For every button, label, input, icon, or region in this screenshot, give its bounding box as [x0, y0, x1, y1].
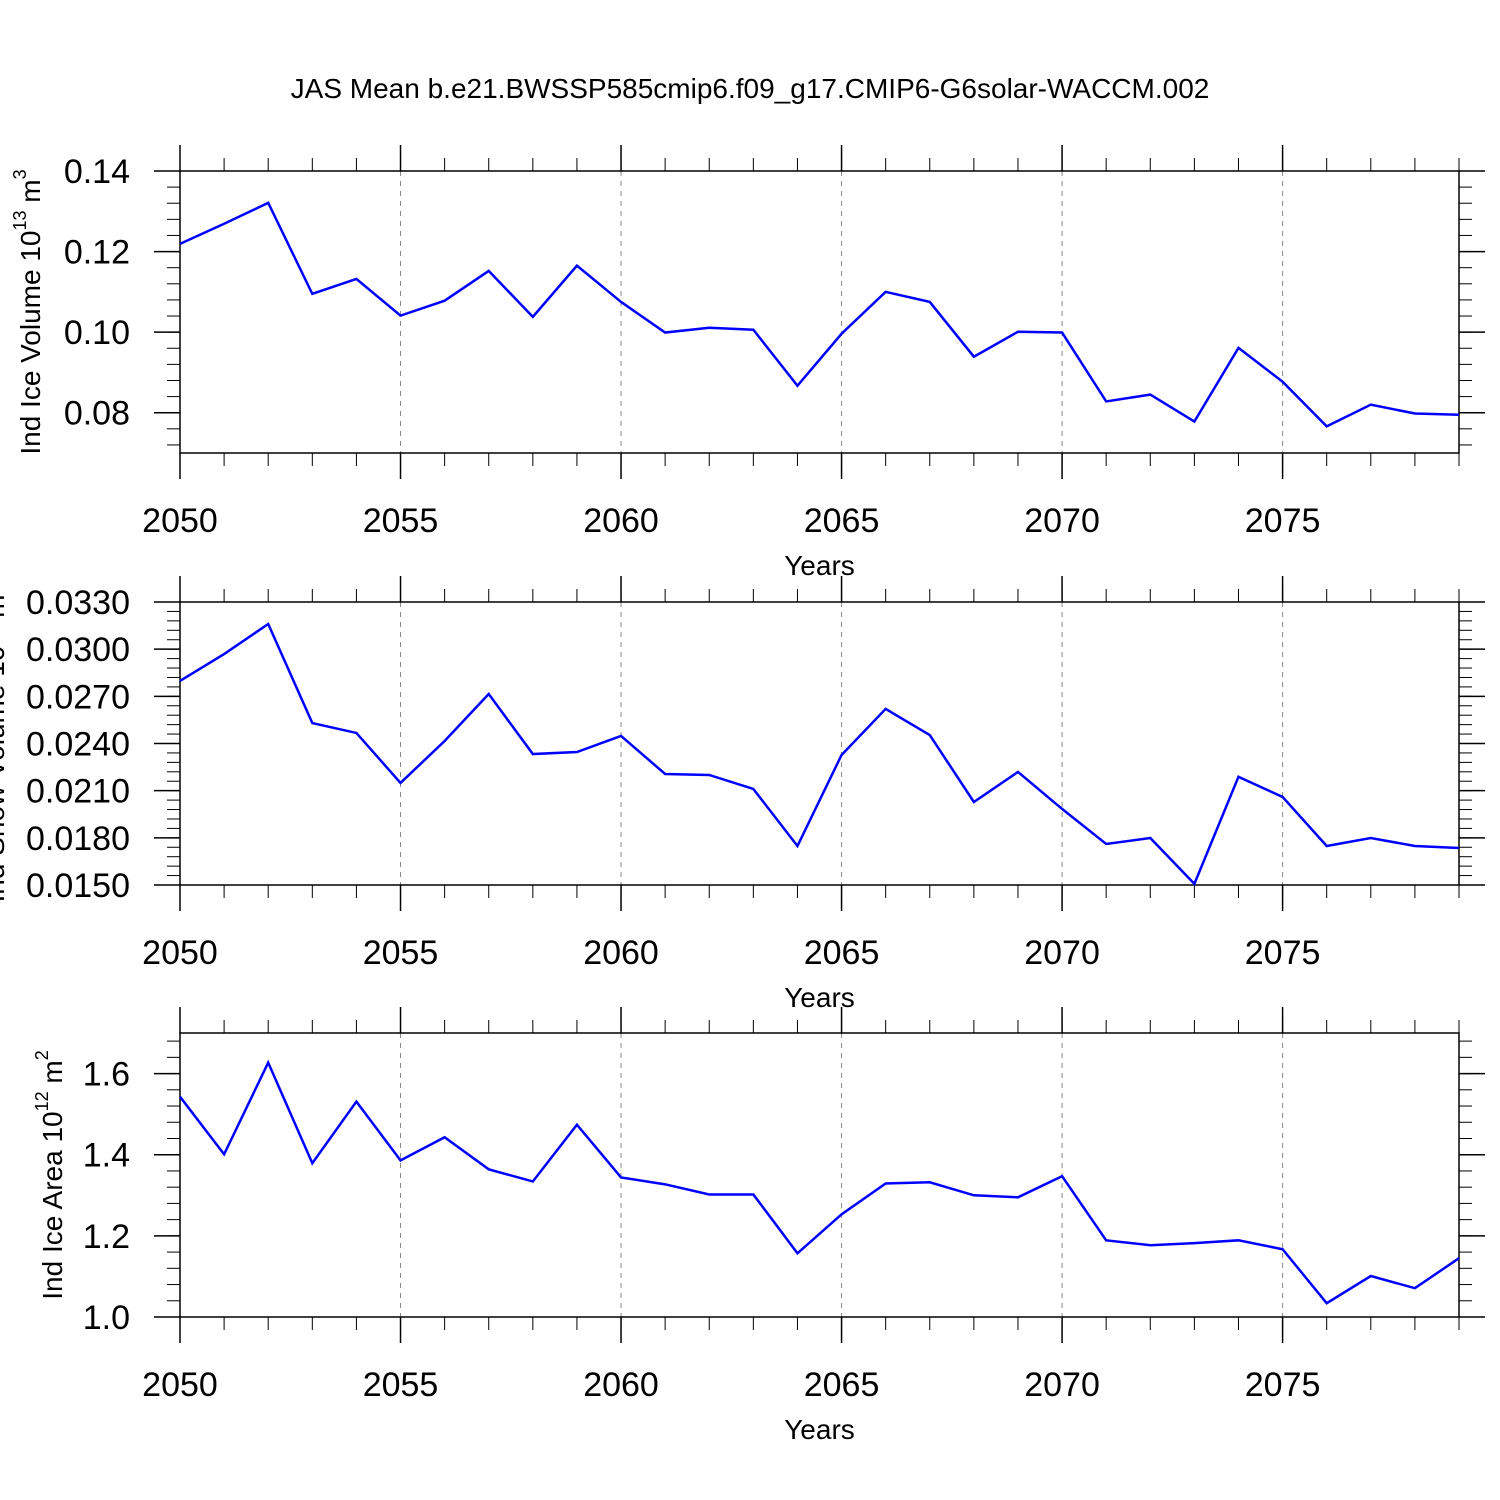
y-tick-label: 0.10: [64, 314, 130, 352]
x-tick-label: 2050: [142, 1366, 218, 1404]
x-tick-label: 2075: [1245, 1366, 1321, 1404]
plot-frame: [179, 601, 1460, 886]
y-tick-label: 0.0240: [26, 726, 130, 764]
y-tick-label: 1.4: [83, 1137, 130, 1175]
y-tick-label: 0.0270: [26, 678, 130, 716]
y-tick-label: 1.6: [83, 1056, 130, 1094]
data-line: [179, 201, 1460, 428]
y-axis-title-exponent: 2: [32, 1050, 52, 1060]
x-tick-label: 2050: [142, 934, 218, 972]
x-tick-label: 2070: [1024, 934, 1100, 972]
data-line: [179, 622, 1460, 887]
x-tick-label: 2060: [583, 1366, 659, 1404]
y-axis-title: Ind Ice Volume 1013 m3: [10, 169, 47, 454]
chart-title: JAS Mean b.e21.BWSSP585cmip6.f09_g17.CMI…: [291, 73, 1210, 104]
y-axis-title-part: Ind Ice Volume 10: [15, 231, 46, 455]
x-tick-label: 2055: [363, 502, 439, 540]
data-line: [179, 1059, 1460, 1305]
y-axis-title: Ind Snow Volume 1013 m3: [0, 585, 10, 903]
y-tick-label: 1.0: [83, 1299, 130, 1337]
x-tick-label: 2070: [1024, 502, 1100, 540]
y-axis-title-part: m: [0, 595, 10, 626]
x-axis-title: Years: [784, 550, 855, 581]
x-tick-label: 2065: [804, 502, 880, 540]
y-tick-label: 0.08: [64, 395, 130, 433]
y-tick-label: 0.0210: [26, 773, 130, 811]
x-tick-label: 2075: [1245, 934, 1321, 972]
y-axis-title-exponent: 13: [10, 210, 30, 230]
x-tick-label: 2070: [1024, 1366, 1100, 1404]
x-axis-title: Years: [784, 982, 855, 1013]
x-tick-label: 2055: [363, 1366, 439, 1404]
x-tick-label: 2065: [804, 1366, 880, 1404]
x-tick-label: 2050: [142, 502, 218, 540]
y-axis-title-exponent: 12: [32, 1091, 52, 1111]
x-tick-label: 2060: [583, 502, 659, 540]
y-axis-title: Ind Ice Area 1012 m2: [32, 1050, 69, 1300]
x-tick-label: 2055: [363, 934, 439, 972]
y-axis-title-part: Ind Snow Volume 10: [0, 646, 10, 903]
plot-frame: [179, 1032, 1460, 1318]
y-axis-title-part: m: [37, 1060, 68, 1091]
y-tick-label: 0.0150: [26, 867, 130, 905]
y-tick-label: 0.0300: [26, 631, 130, 669]
y-tick-label: 0.0180: [26, 820, 130, 858]
x-tick-label: 2065: [804, 934, 880, 972]
x-tick-label: 2075: [1245, 502, 1321, 540]
y-axis-title-exponent: 3: [10, 169, 30, 179]
plot-frame: [179, 170, 1460, 454]
y-axis-title-part: Ind Ice Area 10: [37, 1111, 68, 1299]
x-tick-label: 2060: [583, 934, 659, 972]
y-axis-title-part: m: [15, 179, 46, 210]
y-tick-label: 1.2: [83, 1218, 130, 1256]
y-tick-label: 0.14: [64, 153, 130, 191]
x-axis-title: Years: [784, 1414, 855, 1445]
y-tick-label: 0.0330: [26, 584, 130, 622]
y-tick-label: 0.12: [64, 234, 130, 272]
